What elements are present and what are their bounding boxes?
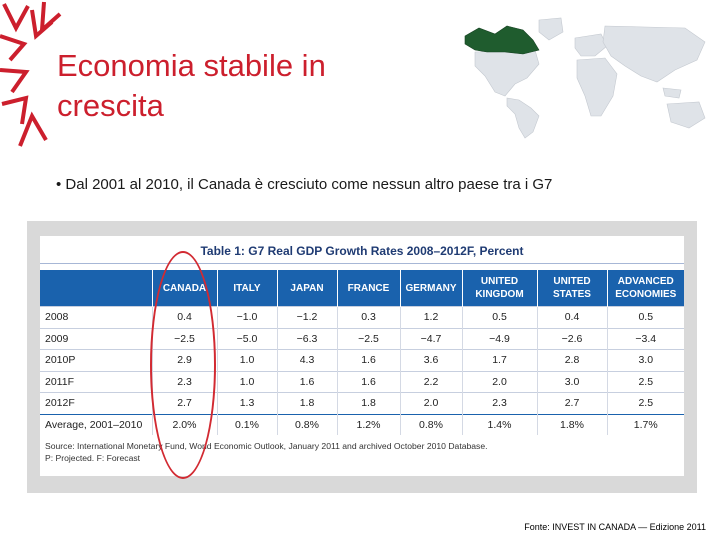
canada-highlight bbox=[464, 25, 540, 55]
row-label: 2008 bbox=[40, 306, 152, 328]
cell: 1.7% bbox=[606, 413, 684, 435]
cell: 2.3 bbox=[461, 392, 537, 414]
header-united-kingdom: UNITED KINGDOM bbox=[461, 270, 537, 307]
source-line-2: P: Projected. F: Forecast bbox=[45, 453, 141, 463]
gdp-table-card: Table 1: G7 Real GDP Growth Rates 2008–2… bbox=[40, 236, 684, 476]
header-united-states: UNITED STATES bbox=[536, 270, 607, 307]
table-source: Source: International Monetary Fund, Wor… bbox=[45, 440, 488, 464]
row-label: Average, 2001–2010 bbox=[40, 413, 152, 435]
header-japan: JAPAN bbox=[276, 270, 337, 307]
table-row: 2008 0.4 −1.0 −1.2 0.3 1.2 0.5 0.4 0.5 bbox=[40, 306, 684, 328]
bullet-point: • Dal 2001 al 2010, il Canada è cresciut… bbox=[56, 176, 553, 193]
table-row: 2009 −2.5 −5.0 −6.3 −2.5 −4.7 −4.9 −2.6 … bbox=[40, 327, 684, 350]
table-row: 2010P 2.9 1.0 4.3 1.6 3.6 1.7 2.8 3.0 bbox=[40, 349, 684, 371]
cell: −2.6 bbox=[536, 327, 607, 350]
cell: 2.2 bbox=[399, 370, 462, 393]
cell: 2.0 bbox=[399, 392, 462, 414]
title-line-2: crescita bbox=[57, 88, 164, 123]
table-row: 2011F 2.3 1.0 1.6 1.6 2.2 2.0 3.0 2.5 bbox=[40, 370, 684, 393]
cell: 1.3 bbox=[216, 392, 277, 414]
cell: 2.5 bbox=[606, 370, 684, 393]
header-italy: ITALY bbox=[216, 270, 277, 307]
cell: 0.5 bbox=[461, 306, 537, 328]
header-germany: GERMANY bbox=[399, 270, 462, 307]
table-title: Table 1: G7 Real GDP Growth Rates 2008–2… bbox=[200, 244, 524, 258]
cell: −2.5 bbox=[336, 327, 400, 350]
cell: 3.0 bbox=[536, 370, 607, 393]
cell: 1.2 bbox=[399, 306, 462, 328]
cell: −1.2 bbox=[276, 306, 337, 328]
cell: −4.9 bbox=[461, 327, 537, 350]
cell: −1.0 bbox=[216, 306, 277, 328]
cell: 0.1% bbox=[216, 413, 277, 435]
header-blank bbox=[40, 270, 152, 307]
cell: 2.8 bbox=[536, 349, 607, 371]
cell: 1.7 bbox=[461, 349, 537, 371]
cell: 1.2% bbox=[336, 413, 400, 435]
cell: −4.7 bbox=[399, 327, 462, 350]
cell: 3.6 bbox=[399, 349, 462, 371]
cell: 4.3 bbox=[276, 349, 337, 371]
row-label: 2011F bbox=[40, 370, 152, 393]
sunburst-logo-icon bbox=[0, 1, 62, 147]
header-advanced-economies: ADVANCED ECONOMIES bbox=[606, 270, 684, 307]
cell: 2.0 bbox=[461, 370, 537, 393]
world-map-icon bbox=[464, 17, 706, 139]
cell: 0.4 bbox=[536, 306, 607, 328]
title-line-1: Economia stabile in bbox=[57, 48, 326, 83]
cell: 2.7 bbox=[536, 392, 607, 414]
table-header-row: CANADA ITALY JAPAN FRANCE GERMANY UNITED… bbox=[40, 270, 684, 307]
cell: 1.6 bbox=[336, 349, 400, 371]
cell: 1.0 bbox=[216, 370, 277, 393]
cell: 0.3 bbox=[336, 306, 400, 328]
footer-source: Fonte: INVEST IN CANADA — Edizione 2011 bbox=[524, 522, 706, 532]
cell: 0.8% bbox=[276, 413, 337, 435]
source-line-1: Source: International Monetary Fund, Wor… bbox=[45, 441, 488, 451]
cell: −6.3 bbox=[276, 327, 337, 350]
cell: −5.0 bbox=[216, 327, 277, 350]
canada-column-highlight-circle bbox=[150, 251, 216, 479]
cell: 1.0 bbox=[216, 349, 277, 371]
cell: 1.8 bbox=[276, 392, 337, 414]
row-label: 2012F bbox=[40, 392, 152, 414]
row-label: 2010P bbox=[40, 349, 152, 371]
slide-title: Economia stabile in crescita bbox=[57, 46, 326, 126]
cell: −3.4 bbox=[606, 327, 684, 350]
row-label: 2009 bbox=[40, 327, 152, 350]
header-france: FRANCE bbox=[336, 270, 400, 307]
cell: 1.8% bbox=[536, 413, 607, 435]
title-divider bbox=[40, 263, 684, 264]
cell: 1.6 bbox=[276, 370, 337, 393]
cell: 2.5 bbox=[606, 392, 684, 414]
cell: 1.6 bbox=[336, 370, 400, 393]
cell: 1.8 bbox=[336, 392, 400, 414]
table-row-average: Average, 2001–2010 2.0% 0.1% 0.8% 1.2% 0… bbox=[40, 413, 684, 435]
cell: 3.0 bbox=[606, 349, 684, 371]
cell: 0.8% bbox=[399, 413, 462, 435]
cell: 1.4% bbox=[461, 413, 537, 435]
cell: 0.5 bbox=[606, 306, 684, 328]
table-row: 2012F 2.7 1.3 1.8 1.8 2.0 2.3 2.7 2.5 bbox=[40, 392, 684, 414]
gdp-table: CANADA ITALY JAPAN FRANCE GERMANY UNITED… bbox=[40, 270, 684, 435]
